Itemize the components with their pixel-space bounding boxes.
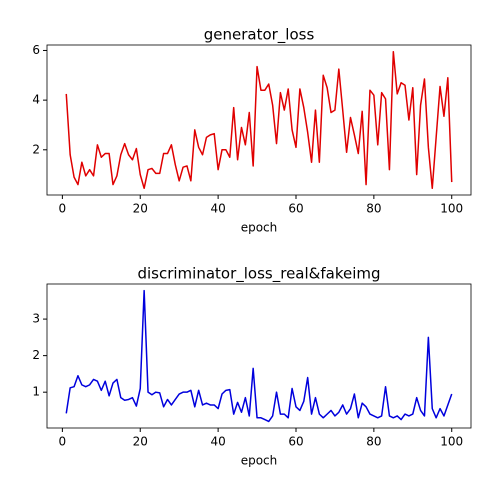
x-tick-label: 100 bbox=[440, 435, 463, 449]
x-tick-label: 0 bbox=[59, 202, 67, 216]
x-tick-label: 80 bbox=[366, 435, 381, 449]
x-axis-label: epoch bbox=[241, 221, 278, 235]
x-tick-label: 40 bbox=[210, 435, 225, 449]
y-tick-label: 2 bbox=[32, 142, 40, 156]
chart-title: generator_loss bbox=[204, 26, 315, 45]
chart-title: discriminator_loss_real&fakeimg bbox=[137, 265, 380, 284]
y-tick-label: 1 bbox=[32, 385, 40, 399]
axes-frame bbox=[46, 283, 472, 429]
x-tick-label: 60 bbox=[288, 202, 303, 216]
x-tick-label: 0 bbox=[59, 435, 67, 449]
x-tick-label: 40 bbox=[210, 202, 225, 216]
x-tick-label: 60 bbox=[288, 435, 303, 449]
x-tick-label: 100 bbox=[440, 202, 463, 216]
axes-frame bbox=[46, 44, 472, 196]
y-tick-label: 4 bbox=[32, 93, 40, 107]
line-series bbox=[65, 50, 453, 190]
y-tick-label: 2 bbox=[32, 348, 40, 362]
x-tick-label: 80 bbox=[366, 202, 381, 216]
y-tick-label: 6 bbox=[32, 43, 40, 57]
y-tick-label: 3 bbox=[32, 312, 40, 326]
x-tick-label: 20 bbox=[133, 202, 148, 216]
x-tick-label: 20 bbox=[133, 435, 148, 449]
x-axis-label: epoch bbox=[241, 454, 278, 468]
line-series bbox=[65, 289, 453, 423]
